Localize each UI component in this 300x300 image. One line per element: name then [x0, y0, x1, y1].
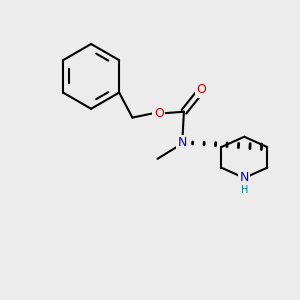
Text: N: N	[240, 172, 249, 184]
Text: N: N	[178, 136, 187, 149]
Text: O: O	[197, 83, 206, 96]
Text: H: H	[241, 185, 248, 195]
Text: O: O	[154, 107, 164, 120]
